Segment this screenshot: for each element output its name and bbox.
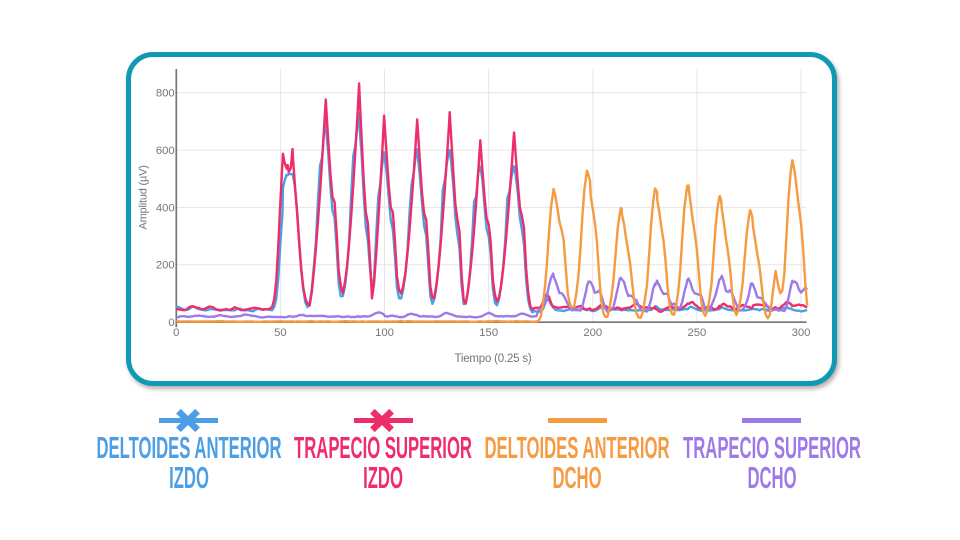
svg-text:Tiempo (0.25 s): Tiempo (0.25 s) <box>454 353 531 365</box>
svg-text:Amplitud (µV): Amplitud (µV) <box>138 165 150 229</box>
svg-text:0: 0 <box>168 317 174 329</box>
svg-text:150: 150 <box>479 327 498 339</box>
svg-text:0: 0 <box>173 327 179 339</box>
svg-text:600: 600 <box>156 145 175 157</box>
svg-text:300: 300 <box>792 327 811 339</box>
svg-text:100: 100 <box>375 327 394 339</box>
svg-text:400: 400 <box>156 202 175 214</box>
svg-text:250: 250 <box>687 327 706 339</box>
svg-text:800: 800 <box>156 88 175 100</box>
svg-text:200: 200 <box>156 260 175 272</box>
svg-text:50: 50 <box>274 327 287 339</box>
svg-text:200: 200 <box>583 327 602 339</box>
